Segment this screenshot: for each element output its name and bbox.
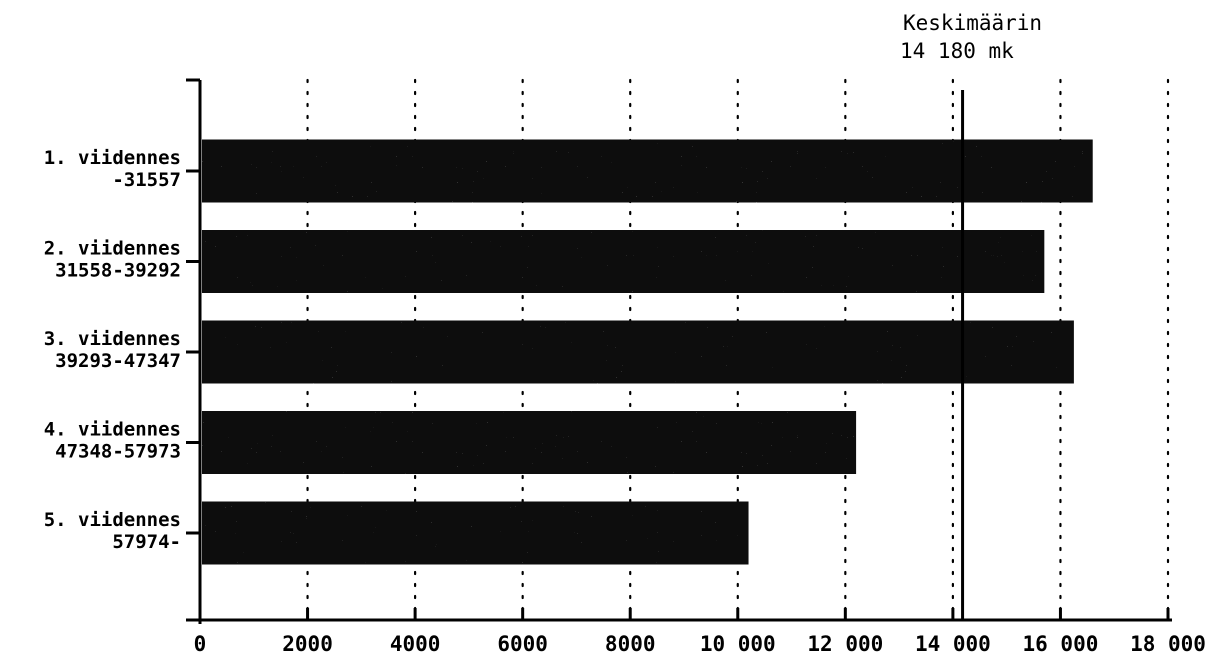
category-label-line1: 4. viidennes	[44, 419, 181, 441]
labels: 0 2000 4000 6000 8000 10 000 12 000 14 000 16 00…	[44, 11, 1206, 656]
bar-3	[202, 320, 1074, 384]
bars	[202, 139, 1093, 565]
x-tick-label: 8000	[605, 632, 656, 656]
x-tick-label: 0	[194, 632, 207, 656]
bar-2	[202, 230, 1045, 293]
bar-5	[202, 501, 749, 565]
bar-4	[202, 411, 857, 474]
x-tick-label: 2000	[282, 632, 333, 656]
x-tick-label: 12 000	[807, 632, 883, 656]
category-label-line1: 5. viidennes	[44, 509, 181, 531]
x-tick-label: 14 000	[915, 632, 991, 656]
average-label-value: 14 180 mk	[900, 39, 1014, 63]
category-label-line2: 57974-	[112, 531, 181, 553]
x-tick-label: 6000	[497, 632, 548, 656]
category-label-line2: 31558-39292	[55, 260, 181, 282]
x-tick-label: 10 000	[700, 632, 776, 656]
axes	[186, 78, 1172, 624]
category-label-line1: 1. viidennes	[44, 147, 181, 169]
category-label-line1: 3. viidennes	[44, 328, 181, 350]
bar-1	[202, 139, 1093, 203]
category-label-line2: 39293-47347	[55, 350, 181, 372]
category-label-line1: 2. viidennes	[44, 238, 181, 260]
x-tick-label: 16 000	[1023, 632, 1099, 656]
x-tick-label: 18 000	[1130, 632, 1206, 656]
category-label-line2: 47348-57973	[55, 441, 181, 463]
x-tick-label: 4000	[390, 632, 441, 656]
average-label-title: Keskimäärin	[903, 11, 1042, 35]
category-label-line2: -31557	[112, 169, 181, 191]
